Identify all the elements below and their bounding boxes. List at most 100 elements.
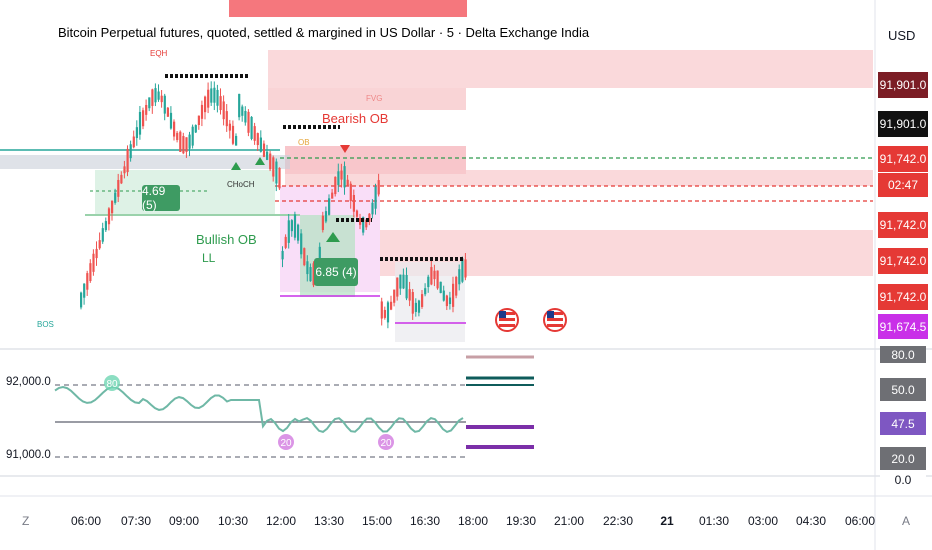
- time-label: 12:00: [265, 514, 297, 528]
- candle-body: [204, 96, 207, 113]
- ind-tag-0: 0.0: [880, 472, 926, 487]
- time-label: 21:00: [553, 514, 585, 528]
- rsi-markers: [104, 375, 394, 450]
- us-flag-event-icon[interactable]: [543, 308, 567, 332]
- candle-body: [293, 214, 297, 238]
- candle-body: [157, 91, 160, 100]
- candle-body: [256, 133, 259, 146]
- candle-body: [284, 236, 287, 248]
- auto-scale-icon[interactable]: A: [902, 514, 911, 528]
- candle-body: [321, 215, 324, 231]
- price-tag-1: 91,901.0: [878, 72, 928, 98]
- candle-body: [445, 295, 448, 307]
- candle-body: [107, 208, 111, 225]
- candle-body: [225, 111, 228, 127]
- candle-body: [126, 148, 129, 173]
- bear-zone-top: [229, 0, 467, 17]
- candle-body: [191, 126, 194, 146]
- candle-body: [346, 179, 349, 187]
- candle-body: [390, 301, 393, 310]
- candle-body: [343, 166, 346, 188]
- candle-body: [452, 283, 455, 307]
- candle-body: [337, 171, 340, 186]
- candle-body: [219, 96, 222, 111]
- candle-body: [309, 267, 312, 282]
- candle-body: [145, 105, 148, 115]
- us-flag-event-icon[interactable]: [495, 308, 519, 332]
- count-box-1: 4.69 (5): [142, 184, 180, 212]
- candle-body: [95, 248, 98, 259]
- candle-body: [458, 269, 461, 285]
- candle-body: [160, 95, 163, 103]
- time-label: 13:30: [313, 514, 345, 528]
- time-label: 16:30: [409, 514, 441, 528]
- candle-body: [111, 200, 114, 214]
- candle-body: [306, 261, 309, 275]
- candle-body: [120, 174, 123, 184]
- candle-body: [238, 93, 241, 118]
- bear-ob-zone: [285, 146, 466, 174]
- time-label: 06:00: [70, 514, 102, 528]
- candle-body: [179, 131, 182, 152]
- count-box-2: 6.85 (4): [314, 258, 358, 286]
- bull-ob-zone: [95, 170, 275, 215]
- candle-body: [303, 248, 306, 266]
- candle-body: [414, 302, 417, 312]
- candle-body: [269, 153, 272, 170]
- currency-label[interactable]: USD: [888, 28, 916, 43]
- candle-body: [352, 194, 355, 212]
- candle-body: [380, 301, 383, 319]
- candle-body: [132, 136, 135, 148]
- candle-body: [169, 112, 173, 129]
- time-label: 15:00: [361, 514, 393, 528]
- ind-left-label-2: 91,000.0: [6, 449, 51, 461]
- grey-band: [0, 155, 290, 169]
- bear-zone-1: [268, 50, 873, 88]
- candle-body: [188, 134, 191, 149]
- candle-body: [377, 180, 380, 195]
- candle-body: [424, 288, 427, 295]
- candle-body: [427, 276, 430, 288]
- ind-tag-80: 80.0: [880, 346, 926, 363]
- candle-body: [235, 135, 238, 146]
- indicator-pane: [0, 348, 932, 477]
- candle-body: [89, 263, 92, 282]
- candle-body: [318, 246, 321, 268]
- candle-body: [135, 127, 138, 139]
- candle-body: [222, 101, 225, 120]
- candle-body: [362, 217, 365, 233]
- candle-body: [185, 137, 188, 152]
- candle-body: [340, 170, 343, 180]
- candle-body: [114, 192, 117, 203]
- price-tag-4: 91,742.0: [878, 212, 928, 238]
- rsi-marker-20: 20: [280, 438, 292, 449]
- candle-body: [154, 88, 157, 103]
- rsi-marker-20b: 20: [380, 438, 392, 449]
- price-candles: [80, 81, 467, 329]
- price-tag-3: 91,742.0: [878, 146, 928, 172]
- eqh-markers: [165, 74, 465, 261]
- price-tag-2: 91,901.0: [878, 111, 928, 137]
- candle-body: [244, 110, 247, 123]
- candle-body: [300, 233, 303, 255]
- rsi-marker-80: 80: [106, 379, 118, 390]
- candle-body: [408, 289, 411, 301]
- candle-body: [417, 300, 421, 313]
- candle-body: [368, 213, 371, 222]
- candle-body: [448, 297, 452, 305]
- bullish-ob-label: Bullish OB: [196, 232, 257, 247]
- time-label: 01:30: [698, 514, 730, 528]
- candle-body: [371, 202, 374, 215]
- timezone-icon[interactable]: Z: [22, 514, 30, 528]
- ind-left-label-1: 92,000.0: [6, 376, 51, 388]
- bear-zone-fvg: [268, 88, 466, 110]
- candle-body: [210, 88, 213, 103]
- candle-body: [182, 136, 185, 154]
- candle-body: [464, 259, 467, 278]
- candle-body: [278, 167, 281, 189]
- candle-body: [80, 292, 83, 308]
- candle-body: [365, 219, 368, 228]
- candle-body: [207, 89, 210, 108]
- countdown-tag: 02:47: [878, 173, 928, 197]
